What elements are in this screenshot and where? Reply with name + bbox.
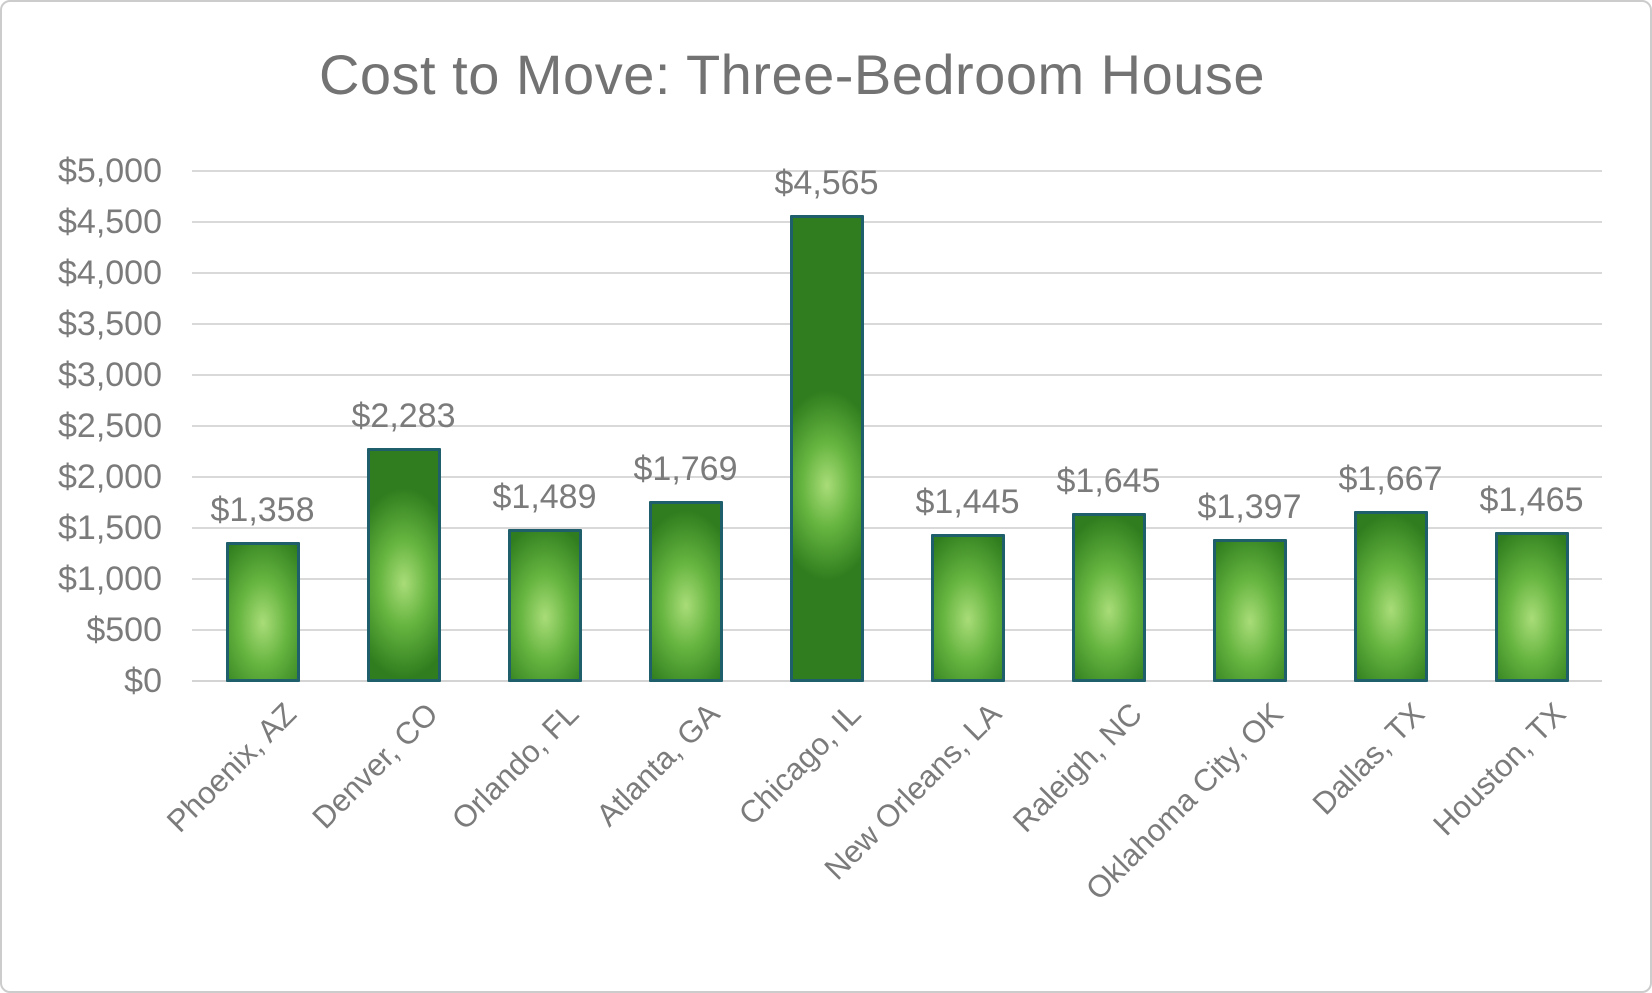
gridline (192, 323, 1602, 325)
bar-orlando-fl (507, 529, 582, 682)
gridline (192, 374, 1602, 376)
y-tick-label: $1,500 (58, 509, 162, 547)
bar-raleigh-nc (1071, 513, 1146, 682)
bar-value-label: $1,489 (492, 478, 597, 516)
gridline (192, 272, 1602, 274)
y-tick-label: $3,000 (58, 356, 162, 394)
bar-chicago-il (789, 215, 864, 682)
category-label: Chicago, IL (731, 696, 868, 832)
y-tick-label: $0 (124, 662, 162, 700)
category-label: Denver, CO (304, 696, 445, 836)
category-label: Raleigh, NC (1006, 696, 1150, 839)
category-label: Houston, TX (1426, 696, 1573, 843)
gridline (192, 221, 1602, 223)
bar-atlanta-ga (648, 501, 723, 682)
y-tick-label: $3,500 (58, 305, 162, 343)
y-tick-label: $1,000 (58, 560, 162, 598)
category-label: Dallas, TX (1305, 696, 1432, 822)
bar-value-label: $1,397 (1197, 488, 1302, 526)
y-tick-label: $4,500 (58, 203, 162, 241)
y-tick-label: $5,000 (58, 152, 162, 190)
bar-value-label: $1,645 (1056, 462, 1161, 500)
category-label: Atlanta, GA (589, 696, 727, 833)
x-axis-line (192, 680, 1602, 682)
bar-value-label: $1,358 (210, 491, 315, 529)
bar-houston-tx (1494, 532, 1569, 682)
y-tick-label: $2,000 (58, 458, 162, 496)
bar-value-label: $1,769 (633, 450, 738, 488)
bar-value-label: $1,465 (1479, 481, 1584, 519)
gridline (192, 578, 1602, 580)
bar-denver-co (366, 448, 441, 682)
bar-oklahoma-city-ok (1212, 539, 1287, 682)
y-tick-label: $2,500 (58, 407, 162, 445)
bar-new-orleans-la (930, 534, 1005, 682)
y-tick-label: $500 (86, 611, 162, 649)
category-label: Phoenix, AZ (160, 696, 304, 839)
bar-value-label: $4,565 (774, 164, 879, 202)
gridline (192, 425, 1602, 427)
gridline (192, 476, 1602, 478)
bar-dallas-tx (1353, 511, 1428, 682)
y-tick-label: $4,000 (58, 254, 162, 292)
chart-title: Cost to Move: Three-Bedroom House (318, 43, 1266, 106)
bar-value-label: $1,667 (1338, 460, 1443, 498)
gridline (192, 527, 1602, 529)
bar-value-label: $2,283 (351, 397, 456, 435)
bar-phoenix-az (225, 542, 300, 682)
gridline (192, 629, 1602, 631)
gridline (192, 170, 1602, 172)
category-label: Orlando, FL (444, 696, 586, 837)
bar-value-label: $1,445 (915, 483, 1020, 521)
